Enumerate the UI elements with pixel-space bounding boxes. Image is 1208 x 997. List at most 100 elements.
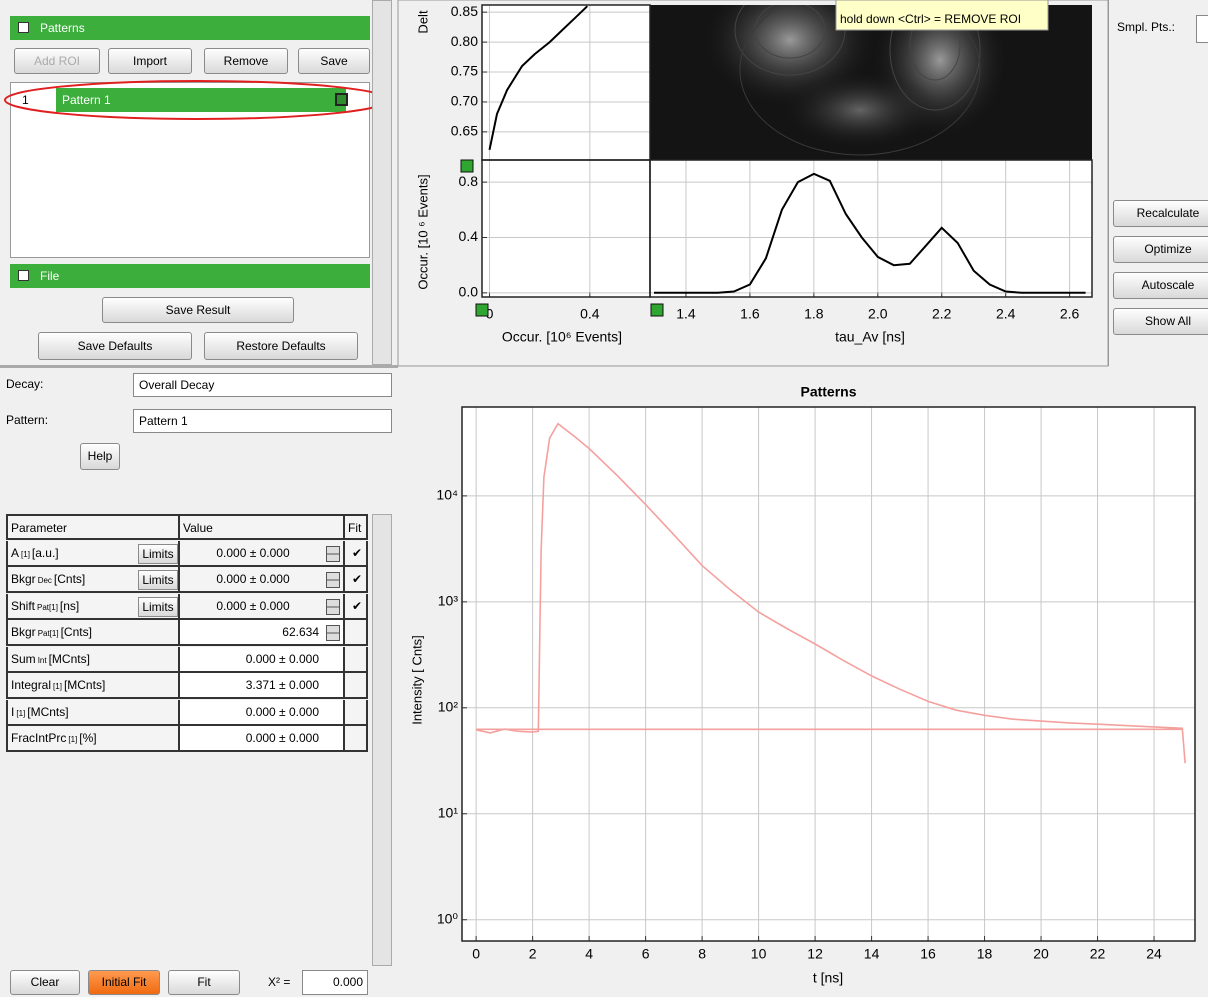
data-line — [475, 422, 1186, 764]
parameter-name: Integral — [11, 678, 52, 692]
scrollbar[interactable] — [372, 0, 392, 365]
value-cell: 0.000 ± 0.000 — [180, 593, 345, 620]
save-defaults-button[interactable]: Save Defaults — [38, 332, 192, 360]
side-panel — [1108, 0, 1208, 366]
y-axis-label: Delt — [415, 10, 430, 34]
x-tick-label: 2.4 — [996, 306, 1016, 322]
x-axis-label: t [ns] — [813, 970, 843, 986]
value-cell: 3.371 ± 0.000 — [180, 673, 345, 699]
parameter-unit: [MCnts] — [48, 651, 90, 666]
limits-button[interactable]: Limits — [138, 543, 178, 564]
side-button[interactable]: Optimize — [1113, 236, 1208, 263]
chart-title: Patterns — [800, 384, 856, 400]
fit-cell — [345, 726, 368, 752]
parameter-cell: Integral [1] [MCnts] — [6, 673, 180, 699]
parameter-sub: [1] — [16, 708, 26, 718]
x-tick-label: 4 — [585, 946, 593, 962]
parameter-cell: Bkgr Pat[1] [Cnts] — [6, 620, 180, 646]
parameter-sub: Pat[1] — [37, 629, 59, 638]
parameter-name: A — [11, 545, 20, 560]
x-tick-label: 6 — [642, 946, 650, 962]
x-tick-label: 1.6 — [740, 306, 760, 322]
y-tick-label: 0.65 — [451, 123, 478, 139]
save-result-button[interactable]: Save Result — [102, 297, 294, 323]
fit-cell[interactable]: ✔ — [345, 540, 368, 567]
smpl-input[interactable] — [1196, 15, 1208, 43]
parameter-cell: Sum Int [MCnts] — [6, 646, 180, 673]
parameter-name: I — [11, 704, 15, 719]
pattern-button[interactable]: Import — [108, 48, 192, 74]
parameter-name: Shift — [11, 598, 36, 613]
side-button[interactable]: Recalculate — [1113, 200, 1208, 227]
parameter-name: Bkgr — [11, 625, 36, 639]
pattern-combo[interactable]: Pattern 1 — [133, 409, 392, 433]
parameter-sub: Pat[1] — [37, 602, 58, 612]
x-tick-label: 18 — [977, 946, 993, 962]
fit-cell — [345, 646, 368, 673]
fit-cell[interactable]: ✔ — [345, 567, 368, 593]
x-tick-label: 8 — [698, 946, 706, 962]
table-header: Parameter — [6, 514, 180, 540]
limits-button[interactable]: Limits — [138, 570, 178, 590]
main-plot-background — [462, 407, 1195, 941]
smpl-label: Smpl. Pts.: — [1117, 20, 1176, 34]
help-button[interactable]: Help — [80, 443, 120, 470]
patterns-title: Patterns — [40, 21, 85, 35]
value-cell: 0.000 ± 0.000 — [180, 699, 345, 726]
value-cell: 0.000 ± 0.000 — [180, 567, 345, 593]
parameter-sub: [1] — [53, 682, 62, 691]
fit-cell — [345, 699, 368, 726]
fit-cell — [345, 620, 368, 646]
initial-fit-button[interactable]: Initial Fit — [88, 970, 160, 995]
pattern-name[interactable]: Pattern 1 — [56, 88, 346, 112]
parameter-unit: [ns] — [59, 598, 80, 613]
marker — [650, 303, 664, 317]
pattern-button[interactable]: Save — [298, 48, 370, 74]
pattern-index: 1 — [22, 93, 29, 107]
tooltip: hold down <Ctrl> = REMOVE ROI — [840, 12, 1021, 26]
y-tick-label: 0.85 — [451, 3, 478, 19]
marker — [460, 159, 474, 173]
parameter-unit: [Cnts] — [60, 625, 92, 639]
parameter-sub: [1] — [21, 549, 30, 559]
clear-button[interactable]: Clear — [10, 970, 80, 995]
fit-cell[interactable]: ✔ — [345, 593, 368, 620]
decay-combo[interactable]: Overall Decay — [133, 373, 392, 397]
spinner[interactable] — [326, 545, 340, 562]
x-tick-label: 22 — [1090, 946, 1106, 962]
x-tick-label: 24 — [1146, 946, 1162, 962]
y-tick-label: 10⁴ — [436, 487, 458, 503]
limits-button[interactable]: Limits — [138, 596, 178, 617]
marker — [475, 303, 489, 317]
scrollbar[interactable] — [372, 514, 392, 966]
restore-defaults-button[interactable]: Restore Defaults — [204, 332, 358, 360]
x-tick-label: 2.6 — [1060, 306, 1080, 322]
file-header[interactable]: File — [10, 264, 370, 288]
pattern-button[interactable]: Add ROI — [14, 48, 100, 74]
y-tick-label: 10⁰ — [437, 910, 459, 926]
y-axis-label: Occur. [10 ⁶ Events] — [415, 174, 430, 289]
patterns-header[interactable]: Patterns — [10, 16, 370, 40]
side-button[interactable]: Autoscale — [1113, 272, 1208, 299]
parameter-sub: [1] — [68, 735, 78, 744]
parameter-name: Bkgr — [11, 572, 36, 586]
spinner[interactable] — [326, 625, 340, 641]
table-header: Fit — [345, 514, 368, 540]
x-tick-label: 0.4 — [580, 306, 600, 322]
highlight — [4, 80, 390, 120]
parameter-unit: [a.u.] — [31, 545, 59, 560]
chi-label: X² = — [268, 975, 291, 989]
tooltip-box — [835, 0, 1049, 31]
side-button[interactable]: Show All — [1113, 308, 1208, 335]
pattern-button[interactable]: Remove — [204, 48, 288, 74]
pattern-checkbox[interactable] — [335, 93, 348, 106]
pattern-label: Pattern: — [6, 413, 49, 427]
parameter-cell: I [1] [MCnts] — [6, 699, 180, 726]
spinner[interactable] — [326, 572, 340, 588]
chi-value: 0.000 — [302, 970, 368, 995]
spinner[interactable] — [326, 598, 340, 615]
fit-button[interactable]: Fit — [168, 970, 240, 995]
data-line — [654, 172, 1086, 294]
